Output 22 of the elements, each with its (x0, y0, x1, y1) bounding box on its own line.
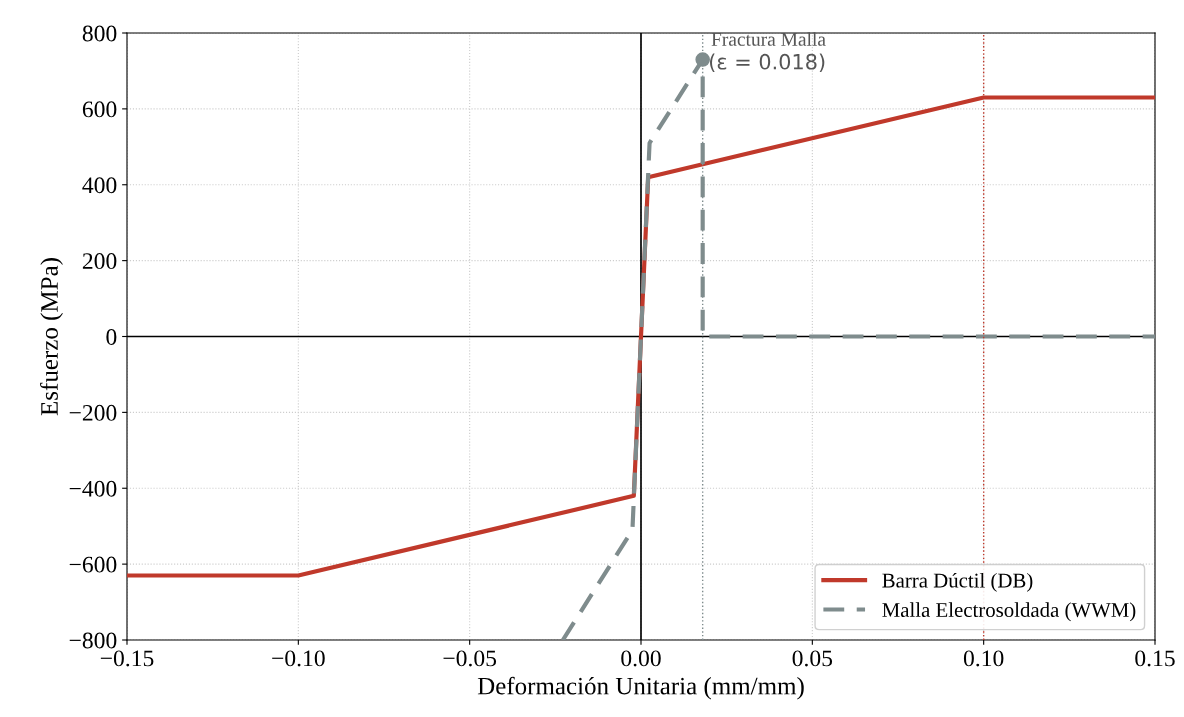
x-tick-label: −0.10 (272, 650, 325, 667)
y-tick-label: 0 (106, 328, 117, 345)
y-tick-label: −800 (69, 632, 117, 649)
x-tick-label: 0.05 (792, 650, 833, 667)
legend-label: Malla Electrosoldada (WWM) (882, 602, 1136, 622)
y-tick-label: 600 (82, 101, 117, 118)
y-tick-label: −400 (69, 480, 117, 497)
x-tick-label: 0.15 (1135, 650, 1175, 667)
x-tick-label: 0.10 (963, 650, 1004, 667)
y-tick-label: 800 (82, 25, 117, 42)
y-axis-title: Esfuerzo (MPa) (40, 258, 63, 416)
x-tick-label: 0.00 (621, 650, 661, 667)
x-axis-title: Deformación Unitaria (mm/mm) (477, 676, 804, 700)
y-tick-label: 200 (82, 253, 117, 270)
annotation: (ε = 0.018) (710, 53, 825, 73)
x-tick-label: −0.05 (443, 650, 497, 667)
legend-label: Barra Dúctil (DB) (882, 572, 1033, 592)
annotation: Fractura Malla (711, 32, 826, 46)
y-tick-label: −600 (69, 556, 117, 573)
y-tick-label: 400 (82, 177, 117, 194)
x-tick-label: −0.15 (100, 650, 154, 667)
y-tick-label: −200 (69, 404, 117, 421)
